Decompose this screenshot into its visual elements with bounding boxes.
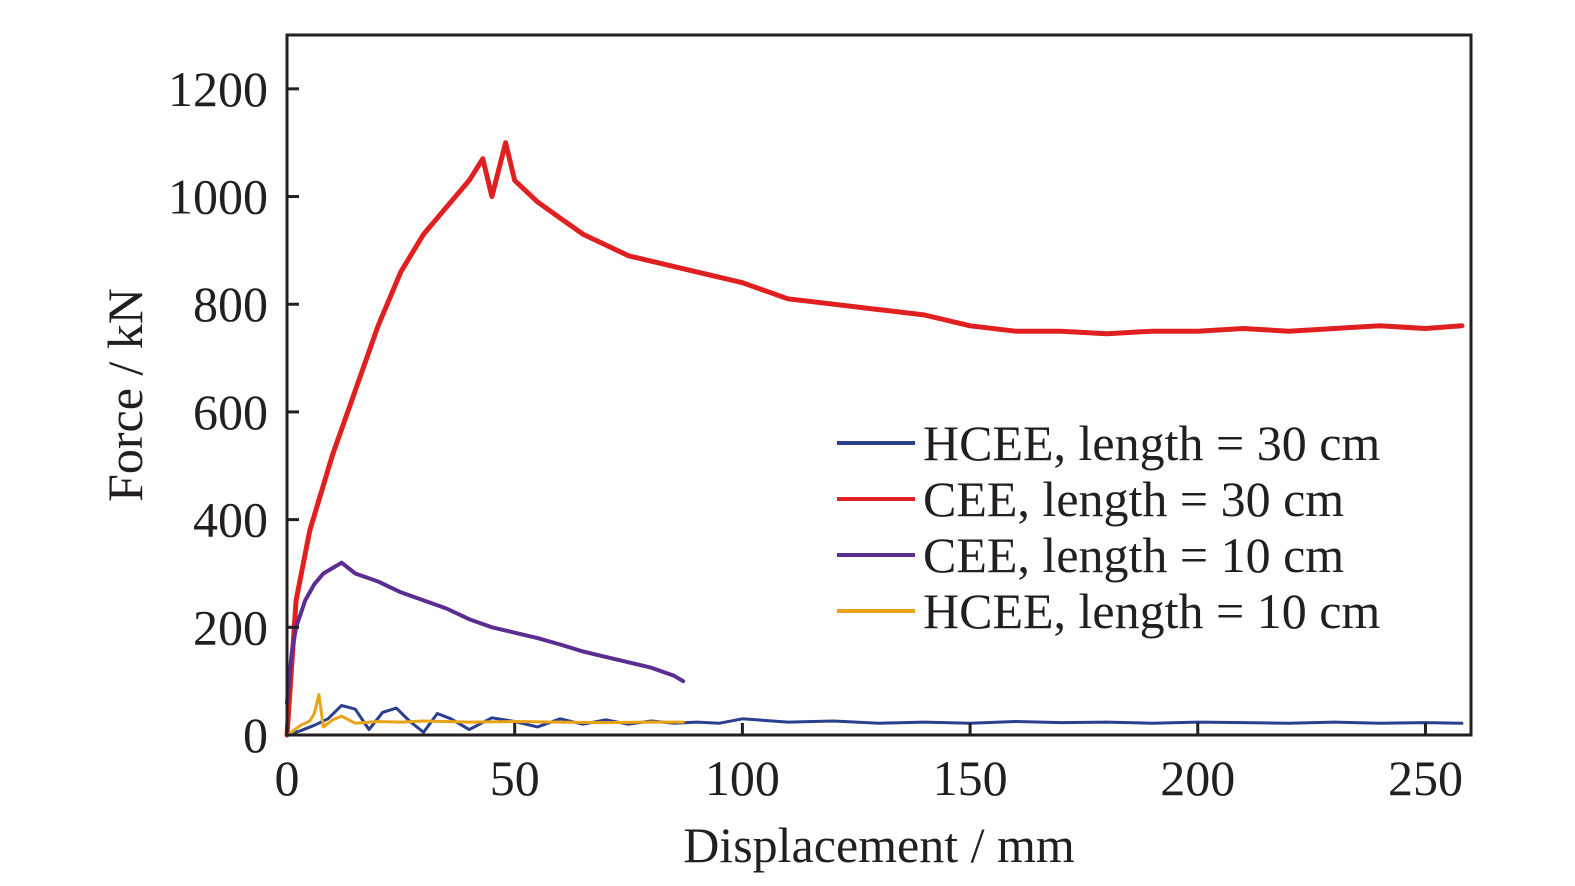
legend-label-0: HCEE, length = 30 cm bbox=[923, 415, 1380, 471]
x-tick-label-2: 100 bbox=[705, 750, 780, 806]
y-axis-title: Force / kN bbox=[97, 288, 153, 502]
x-tick-label-5: 250 bbox=[1388, 750, 1463, 806]
x-tick-label-3: 150 bbox=[933, 750, 1008, 806]
y-tick-label-2: 400 bbox=[193, 492, 268, 548]
y-tick-label-5: 1000 bbox=[168, 169, 268, 225]
x-tick-label-4: 200 bbox=[1160, 750, 1235, 806]
y-axis-ticks: 0 200 400 600 800 1000 1200 bbox=[168, 61, 299, 763]
y-tick-label-4: 800 bbox=[193, 276, 268, 332]
x-axis-title: Displacement / mm bbox=[683, 817, 1075, 873]
legend-label-2: CEE, length = 10 cm bbox=[923, 527, 1344, 583]
y-tick-label-0: 0 bbox=[243, 707, 268, 763]
x-axis-ticks: 0 50 100 150 200 250 bbox=[275, 723, 1463, 806]
x-tick-label-1: 50 bbox=[490, 750, 540, 806]
y-tick-label-1: 200 bbox=[193, 599, 268, 655]
y-tick-label-3: 600 bbox=[193, 384, 268, 440]
plot-frame bbox=[285, 33, 1473, 737]
series-line-1 bbox=[284, 140, 1465, 738]
plot-lines bbox=[284, 140, 1465, 738]
series-line-3 bbox=[285, 693, 685, 737]
series-line-2 bbox=[285, 560, 686, 705]
legend-label-1: CEE, length = 30 cm bbox=[923, 471, 1344, 527]
legend-label-3: HCEE, length = 10 cm bbox=[923, 583, 1380, 639]
y-tick-label-6: 1200 bbox=[168, 61, 268, 117]
series-line-0 bbox=[285, 703, 1464, 737]
x-tick-label-0: 0 bbox=[275, 750, 300, 806]
